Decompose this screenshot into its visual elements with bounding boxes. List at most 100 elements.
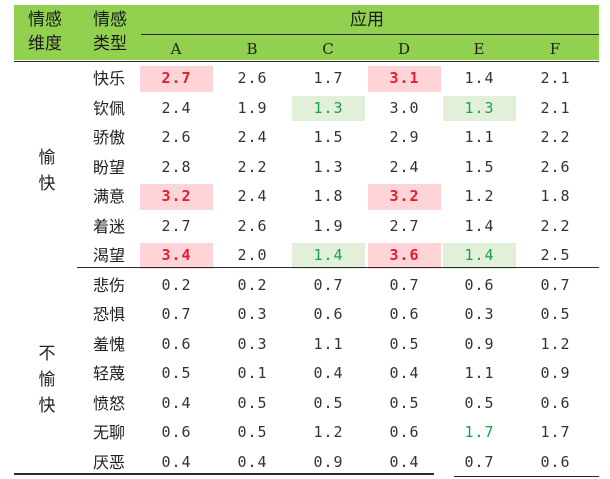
value-cell-f: 2.1 (540, 69, 571, 87)
value-cell-f: 2.5 (540, 246, 571, 264)
value-cell-c: 0.5 (313, 393, 344, 412)
rule-top (14, 61, 599, 62)
emotion-type-label: 无聊 (93, 423, 126, 442)
value-cell-f: 0.9 (540, 364, 571, 382)
value-cell-f: 1.8 (540, 187, 571, 205)
value-cell-c: 0.6 (313, 305, 344, 323)
value-cell-c: 0.4 (313, 364, 344, 382)
value-cell-d: 0.5 (389, 393, 420, 412)
value-cell-e: 1.4 (464, 216, 495, 235)
group-char: 愉 (38, 370, 56, 390)
dim-header-line2: 维度 (28, 34, 62, 54)
table-row: 厌恶 0.4 0.4 0.9 0.4 0.7 0.6 (14, 448, 599, 478)
value-cell-a: 0.4 (161, 452, 192, 471)
value-cell-a: 3.4 (140, 243, 213, 269)
table-row: 悲伤 0.2 0.2 0.7 0.7 0.6 0.7 (14, 271, 599, 301)
value-cell-b: 2.6 (237, 216, 268, 235)
emotion-type-label: 骄傲 (93, 128, 126, 147)
value-cell-e: 1.4 (464, 69, 495, 87)
value-cell-c: 1.4 (292, 243, 365, 269)
emotion-type-label: 快乐 (93, 69, 126, 88)
emotion-type-label: 渴望 (93, 246, 126, 265)
value-cell-f: 2.6 (540, 157, 571, 176)
value-cell-e: 1.4 (443, 243, 516, 269)
value-cell-e: 1.7 (464, 423, 495, 441)
value-cell-f: 2.1 (540, 98, 571, 117)
value-cell-f: 0.6 (540, 393, 571, 412)
value-cell-f: 1.7 (540, 423, 571, 441)
value-cell-a: 2.6 (161, 128, 192, 146)
value-cell-d: 2.4 (389, 157, 420, 176)
col-header-c: C (322, 40, 334, 58)
value-cell-b: 2.4 (237, 187, 268, 205)
value-cell-e: 1.1 (464, 128, 495, 146)
value-cell-c: 0.9 (313, 452, 344, 471)
value-cell-b: 2.2 (237, 157, 268, 176)
table-header: 情感 维度 情感 类型 应用 A B C D E F (14, 5, 599, 60)
emotion-type-label: 着迷 (93, 216, 126, 236)
value-cell-b: 2.6 (237, 69, 268, 87)
emotion-type-label: 轻蔑 (93, 364, 126, 383)
col-header-e: E (473, 40, 485, 58)
value-cell-f: 1.2 (540, 334, 571, 353)
value-cell-e: 1.1 (464, 364, 495, 382)
type-header-line2: 类型 (93, 34, 127, 54)
table-row: 骄傲 2.6 2.4 1.5 2.9 1.1 2.2 (14, 123, 599, 153)
rule-group-divider (77, 267, 599, 268)
value-cell-b: 0.4 (237, 452, 268, 471)
value-cell-b: 0.5 (237, 423, 268, 441)
value-cell-a: 0.5 (161, 364, 192, 382)
table-row: 恐惧 0.7 0.3 0.6 0.6 0.3 0.5 (14, 300, 599, 330)
value-cell-d: 3.6 (368, 243, 441, 269)
value-cell-f: 0.6 (540, 452, 571, 471)
group-char: 快 (38, 396, 56, 416)
table-row: 羞愧 0.6 0.3 1.1 0.5 0.9 1.2 (14, 330, 599, 360)
emotion-type-label: 羞愧 (93, 334, 126, 354)
value-cell-e: 0.6 (464, 275, 495, 294)
value-cell-a: 0.7 (161, 305, 192, 323)
apps-header: 应用 (350, 10, 384, 30)
value-cell-c: 1.8 (313, 187, 344, 205)
value-cell-a: 0.6 (161, 334, 192, 353)
group-label-pleasant: 愉 快 (14, 145, 80, 197)
header-subrule (141, 34, 599, 35)
table-row: 满意 3.2 2.4 1.8 3.2 1.2 1.8 (14, 182, 599, 212)
value-cell-f: 0.7 (540, 275, 571, 294)
value-cell-f: 0.5 (540, 305, 571, 323)
table-row: 钦佩 2.4 1.9 1.3 3.0 1.3 2.1 (14, 94, 599, 124)
value-cell-a: 2.7 (140, 66, 213, 92)
value-cell-b: 0.3 (237, 334, 268, 353)
rule-bottom (14, 473, 434, 475)
value-cell-b: 1.9 (237, 98, 268, 117)
value-cell-d: 0.6 (389, 423, 420, 441)
value-cell-c: 1.5 (313, 128, 344, 146)
rule-bottom-right (454, 476, 599, 477)
value-cell-a: 2.8 (161, 157, 192, 176)
value-cell-d: 3.2 (368, 184, 441, 210)
type-header-line1: 情感 (93, 10, 127, 30)
value-cell-d: 0.6 (389, 305, 420, 323)
value-cell-c: 0.7 (313, 275, 344, 294)
value-cell-d: 0.7 (389, 275, 420, 294)
value-cell-d: 3.1 (368, 66, 441, 92)
value-cell-d: 2.9 (389, 128, 420, 146)
value-cell-d: 3.0 (389, 98, 420, 117)
value-cell-d: 2.7 (389, 216, 420, 235)
col-header-a: A (170, 40, 182, 58)
value-cell-a: 2.7 (161, 216, 192, 235)
value-cell-b: 0.3 (237, 305, 268, 323)
value-cell-e: 1.2 (464, 187, 495, 205)
value-cell-b: 2.4 (237, 128, 268, 146)
value-cell-e: 0.7 (464, 452, 495, 471)
value-cell-c: 1.9 (313, 216, 344, 235)
value-cell-c: 1.3 (292, 95, 365, 121)
value-cell-e: 0.3 (464, 305, 495, 323)
value-cell-c: 1.3 (313, 157, 344, 176)
value-cell-a: 2.4 (161, 98, 192, 117)
group-label-unpleasant: 不 愉 快 (14, 341, 80, 419)
value-cell-e: 1.5 (464, 157, 495, 176)
table-row: 无聊 0.6 0.5 1.2 0.6 1.7 1.7 (14, 418, 599, 448)
dim-header-line1: 情感 (28, 10, 62, 30)
value-cell-e: 1.3 (443, 95, 516, 121)
value-cell-d: 0.5 (389, 334, 420, 353)
